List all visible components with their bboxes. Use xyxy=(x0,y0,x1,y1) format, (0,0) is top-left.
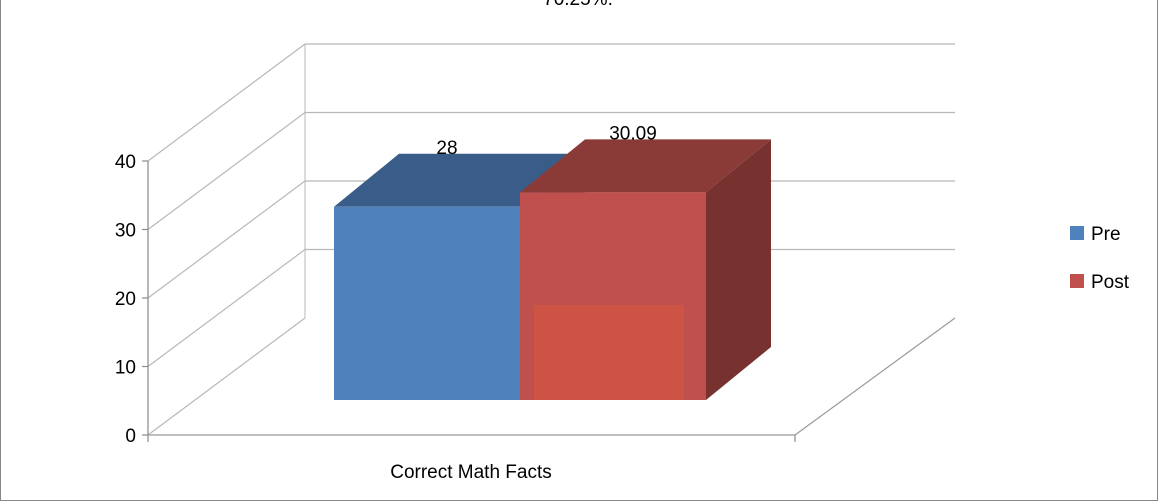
y-tick-label: 0 xyxy=(125,426,136,447)
legend-swatch xyxy=(1070,226,1084,240)
legend-label: Pre xyxy=(1091,224,1121,245)
y-tick-label: 10 xyxy=(115,358,136,379)
y-tick-label: 40 xyxy=(115,152,136,173)
post-data-label: 30.09 xyxy=(609,123,657,144)
pre-data-label: 28 xyxy=(436,138,457,159)
bar-top-face xyxy=(520,139,771,193)
y-tick-label: 20 xyxy=(115,289,136,310)
legend-swatch xyxy=(1070,274,1084,288)
bar-side-face xyxy=(706,139,771,400)
side-gridline xyxy=(147,112,306,230)
bar-front-face xyxy=(334,206,520,400)
post-bar xyxy=(520,139,771,400)
legend-label: Post xyxy=(1091,272,1130,293)
x-category-label: Correct Math Facts xyxy=(390,462,552,483)
bars xyxy=(334,139,771,400)
y-tick-label: 30 xyxy=(115,221,136,242)
side-gridline xyxy=(147,317,306,436)
data-labels: 28 30.09 xyxy=(436,123,656,158)
side-gridline xyxy=(147,180,306,299)
legend-item-post: Post xyxy=(1070,272,1130,293)
y-tick-labels: 0 10 20 30 40 xyxy=(115,152,136,447)
top-text-fragment: 70.25%. xyxy=(543,0,613,10)
side-gridline xyxy=(147,43,306,162)
y-axis xyxy=(142,160,796,442)
side-gridline xyxy=(147,249,306,367)
post-bar-highlight xyxy=(534,305,684,400)
legend-item-pre: Pre xyxy=(1070,224,1121,245)
legend: Pre Post xyxy=(1070,224,1130,293)
